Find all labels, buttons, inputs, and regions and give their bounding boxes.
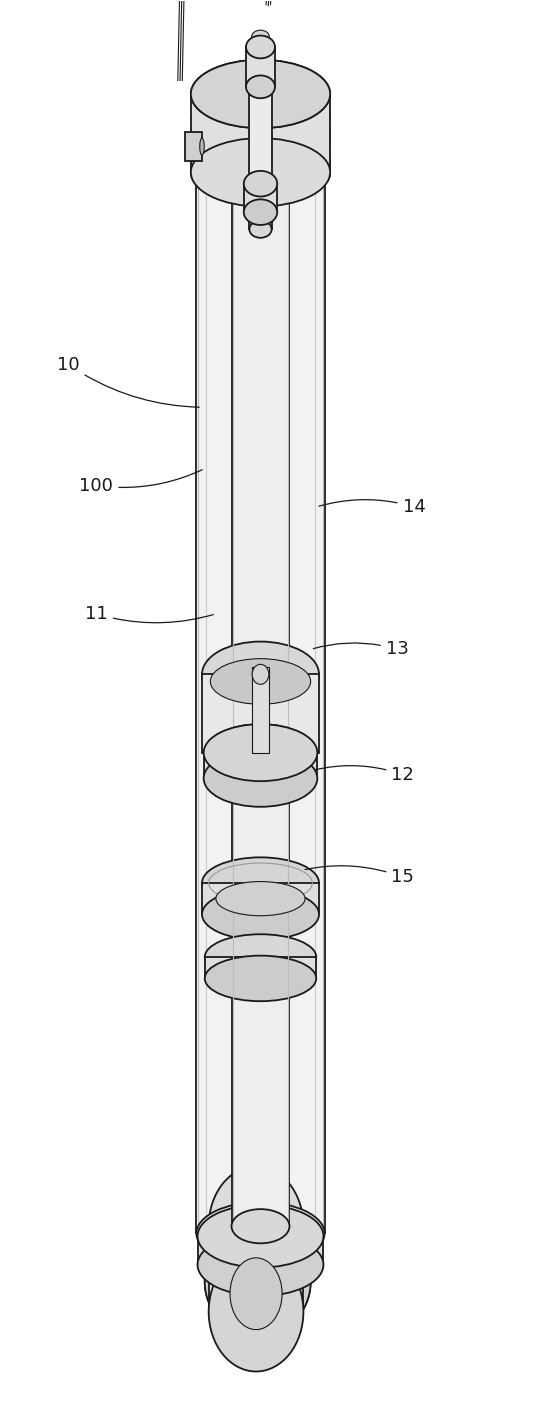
Ellipse shape (216, 882, 305, 916)
Ellipse shape (197, 141, 325, 204)
Ellipse shape (204, 723, 318, 781)
Ellipse shape (198, 1233, 324, 1296)
Bar (205, 1207, 311, 1281)
Bar (204, 752, 318, 778)
Ellipse shape (244, 171, 277, 197)
Bar (202, 675, 319, 752)
Ellipse shape (252, 665, 269, 685)
Bar (202, 883, 319, 915)
Text: 15: 15 (305, 866, 414, 886)
Ellipse shape (200, 138, 204, 156)
Ellipse shape (249, 81, 272, 107)
Text: 10: 10 (57, 355, 199, 407)
Bar (185, 133, 202, 161)
Ellipse shape (205, 1153, 311, 1261)
Text: 13: 13 (313, 641, 409, 658)
Bar (209, 1226, 304, 1311)
Ellipse shape (230, 1257, 282, 1330)
Bar (246, 47, 275, 87)
Ellipse shape (191, 138, 330, 207)
Text: 12: 12 (315, 766, 414, 783)
Ellipse shape (211, 659, 311, 705)
Ellipse shape (205, 935, 316, 980)
Ellipse shape (191, 60, 330, 128)
Ellipse shape (209, 1166, 304, 1286)
Ellipse shape (204, 749, 318, 806)
Ellipse shape (231, 170, 290, 204)
Text: 14: 14 (319, 498, 426, 517)
Bar (191, 94, 330, 173)
Ellipse shape (249, 50, 272, 67)
Ellipse shape (191, 60, 330, 128)
Ellipse shape (244, 200, 277, 225)
Ellipse shape (246, 36, 275, 59)
Ellipse shape (205, 1227, 311, 1336)
Bar (244, 184, 277, 213)
Bar (249, 59, 272, 230)
Text: 11: 11 (85, 605, 213, 622)
Bar (205, 958, 316, 979)
Ellipse shape (205, 1227, 311, 1336)
Ellipse shape (202, 858, 319, 909)
Ellipse shape (202, 642, 319, 708)
Ellipse shape (251, 30, 269, 44)
Bar (252, 668, 269, 752)
Ellipse shape (231, 1209, 290, 1243)
Bar (197, 173, 325, 1233)
Ellipse shape (205, 723, 316, 781)
Ellipse shape (205, 956, 316, 1002)
Ellipse shape (197, 1202, 325, 1264)
Ellipse shape (249, 221, 272, 238)
Bar (231, 187, 290, 1226)
Ellipse shape (198, 1204, 324, 1267)
Bar (198, 1236, 324, 1264)
Ellipse shape (202, 889, 319, 940)
Ellipse shape (209, 1251, 304, 1371)
Ellipse shape (246, 76, 275, 98)
Text: 100: 100 (80, 469, 202, 495)
